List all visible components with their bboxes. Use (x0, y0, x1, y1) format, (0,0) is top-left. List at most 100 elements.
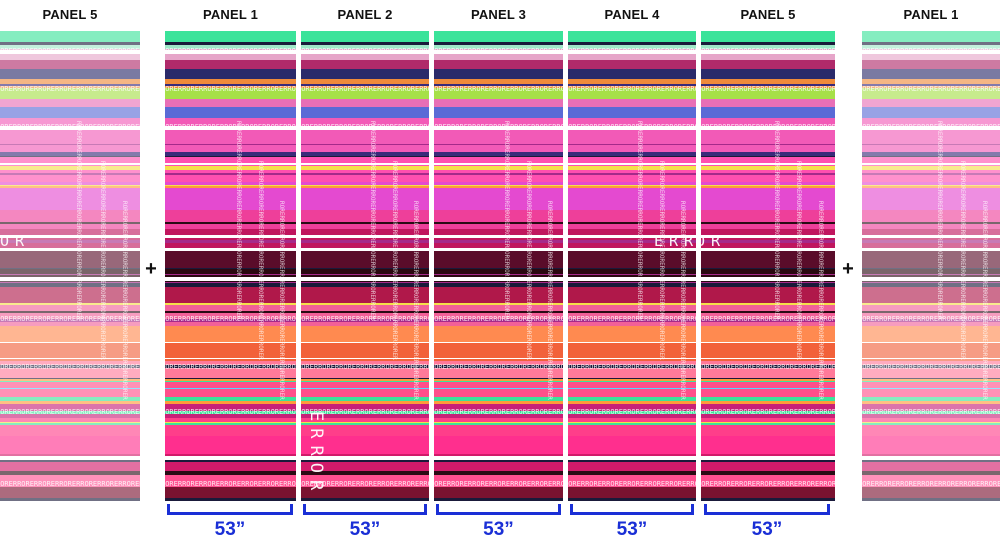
label-panel-1: PANEL 1 (202, 7, 259, 22)
width-label: 53” (483, 519, 514, 540)
width-label: 53” (616, 519, 648, 540)
error-text-row: RORERRORERRORERRORERRORERRORERRORERRORER… (434, 47, 563, 55)
error-text-row: RORERRORERRORERRORERRORERRORERRORERRORER… (0, 480, 140, 488)
error-text-column: RORERRORERRORERRORERRORERRORERRORERRORER… (795, 161, 802, 360)
stripe-pattern (701, 31, 835, 501)
error-text-column: RORERRORERRORERRORERRORERRORERRORERRORER… (817, 201, 824, 400)
error-text-row: RORERRORERRORERRORERRORERRORERRORERRORER… (301, 47, 429, 55)
error-text-row: RORERRORERRORERRORERRORERRORERRORERRORER… (568, 85, 696, 93)
panel-2: RORERRORERRORERRORERRORERRORERRORERRORER… (301, 31, 429, 501)
error-text-row: RORERRORERRORERRORERRORERRORERRORERRORER… (862, 408, 1000, 416)
error-text-column: RORERRORERRORERRORERRORERRORERRORERRORER… (636, 121, 643, 320)
stripe-pattern (434, 31, 563, 501)
error-text-column: RORERRORERRORERRORERRORERRORERRORERRORER… (503, 121, 510, 320)
label-panel-2: PANEL 2 (337, 7, 393, 22)
error-text-row: RORERRORERRORERRORERRORERRORERRORERRORER… (301, 408, 429, 416)
error-text-row: RORERRORERRORERRORERRORERRORERRORERRORER… (165, 408, 296, 416)
error-text-row: RORERRORERRORERRORERRORERRORERRORERRORER… (165, 363, 296, 371)
error-text-row: RORERRORERRORERRORERRORERRORERRORERRORER… (0, 315, 140, 323)
error-text-row: RORERRORERRORERRORERRORERRORERRORERRORER… (701, 363, 835, 371)
error-text-row: RORERRORERRORERRORERRORERRORERRORERRORER… (568, 363, 696, 371)
error-text-row: RORERRORERRORERRORERRORERRORERRORERRORER… (0, 363, 140, 371)
error-text-row: RORERRORERRORERRORERRORERRORERRORERRORER… (0, 408, 140, 416)
error-text-row: RORERRORERRORERRORERRORERRORERRORERRORER… (165, 85, 296, 93)
panel-4: RORERRORERRORERRORERRORERRORERRORERRORER… (568, 31, 696, 501)
stripe-pattern (862, 31, 1000, 501)
width-label: 53” (214, 519, 246, 540)
width-bracket (436, 504, 561, 515)
error-text-row: RORERRORERRORERRORERRORERRORERRORERRORER… (568, 480, 696, 488)
error-text-row: RORERRORERRORERRORERRORERRORERRORERRORER… (301, 363, 429, 371)
error-text-column: RORERRORERRORERRORERRORERRORERRORERRORER… (99, 161, 106, 360)
error-text-row: RORERRORERRORERRORERRORERRORERRORERRORER… (434, 315, 563, 323)
error-text-row: RORERRORERRORERRORERRORERRORERRORERRORER… (434, 480, 563, 488)
error-text-row: RORERRORERRORERRORERRORERRORERRORERRORER… (862, 123, 1000, 131)
error-text-column: RORERRORERRORERRORERRORERRORERRORERRORER… (773, 121, 780, 320)
label-panel-5: PANEL 5 (740, 7, 796, 22)
label-left-ghost: PANEL 5 (42, 7, 98, 22)
stripe-pattern (0, 31, 140, 501)
error-text-row: RORERRORERRORERRORERRORERRORERRORERRORER… (434, 123, 563, 131)
error-text-column: RORERRORERRORERRORERRORERRORERRORERRORER… (121, 201, 128, 400)
error-text-row: RORERRORERRORERRORERRORERRORERRORERRORER… (434, 408, 563, 416)
stripe-pattern (301, 31, 429, 501)
error-text-column: RORERRORERRORERRORERRORERRORERRORERRORER… (257, 161, 264, 360)
error-text-row: RORERRORERRORERRORERRORERRORERRORERRORER… (568, 408, 696, 416)
error-text-row: RORERRORERRORERRORERRORERRORERRORERRORER… (862, 47, 1000, 55)
error-text-row: RORERRORERRORERRORERRORERRORERRORERRORER… (301, 480, 429, 488)
label-right-ghost: PANEL 1 (903, 7, 959, 22)
error-overlay: RORERRORERRORERRORERRORERRORERRORERRORER… (568, 47, 696, 488)
error-overlay: RORERRORERRORERRORERRORERRORERRORERRORER… (165, 47, 296, 488)
error-text-row: RORERRORERRORERRORERRORERRORERRORERRORER… (0, 85, 140, 93)
error-text-column: RORERRORERRORERRORERRORERRORERRORERRORER… (959, 161, 966, 360)
error-text-column: RORERRORERRORERRORERRORERRORERRORERRORER… (391, 161, 398, 360)
error-text-row: RORERRORERRORERRORERRORERRORERRORERRORER… (301, 315, 429, 323)
error-text-row: RORERRORERRORERRORERRORERRORERRORERRORER… (568, 47, 696, 55)
label-panel-4: PANEL 4 (604, 7, 660, 22)
error-text-row: RORERRORERRORERRORERRORERRORERRORERRORER… (862, 85, 1000, 93)
error-text-row: RORERRORERRORERRORERRORERRORERRORERRORER… (568, 123, 696, 131)
error-word: ERROR (306, 411, 326, 497)
width-bracket (704, 504, 830, 515)
error-text-column: RORERRORERRORERRORERRORERRORERRORERRORER… (546, 201, 553, 400)
error-text-column: RORERRORERRORERRORERRORERRORERRORERRORER… (679, 201, 686, 400)
stripe-pattern (165, 31, 296, 501)
panel-3: RORERRORERRORERRORERRORERRORERRORERRORER… (434, 31, 563, 501)
label-panel-3: PANEL 3 (470, 7, 527, 22)
error-text-row: RORERRORERRORERRORERRORERRORERRORERRORER… (701, 480, 835, 488)
error-text-row: RORERRORERRORERRORERRORERRORERRORERRORER… (165, 480, 296, 488)
panel-5: RORERRORERRORERRORERRORERRORERRORERRORER… (701, 31, 835, 501)
error-overlay: RORERRORERRORERRORERRORERRORERRORERRORER… (301, 47, 429, 497)
error-overlay: RORERRORERRORERRORERRORERRORERRORERRORER… (862, 47, 1000, 488)
error-overlay: RORERRORERRORERRORERRORERRORERRORERRORER… (0, 47, 140, 488)
error-text-column: RORERRORERRORERRORERRORERRORERRORERRORER… (278, 201, 285, 400)
width-bracket (570, 504, 694, 515)
width-label: 53” (349, 519, 381, 540)
error-text-row: RORERRORERRORERRORERRORERRORERRORERRORER… (434, 363, 563, 371)
width-label: 53” (751, 519, 783, 540)
panel-1: RORERRORERRORERRORERRORERRORERRORERRORER… (165, 31, 296, 501)
error-text-row: RORERRORERRORERRORERRORERRORERRORERRORER… (301, 85, 429, 93)
error-overlay: RORERRORERRORERRORERRORERRORERRORERRORER… (701, 47, 835, 488)
panel-right-ghost: RORERRORERRORERRORERRORERRORERRORERRORER… (862, 31, 1000, 501)
error-text-row: RORERRORERRORERRORERRORERRORERRORERRORER… (165, 47, 296, 55)
error-text-row: RORERRORERRORERRORERRORERRORERRORERRORER… (862, 363, 1000, 371)
error-text-row: RORERRORERRORERRORERRORERRORERRORERRORER… (701, 123, 835, 131)
error-text-column: RORERRORERRORERRORERRORERRORERRORERRORER… (658, 161, 665, 360)
width-bracket (167, 504, 293, 515)
width-bracket (303, 504, 427, 515)
error-text-column: RORERRORERRORERRORERRORERRORERRORERRORER… (525, 161, 532, 360)
error-text-row: RORERRORERRORERRORERRORERRORERRORERRORER… (701, 315, 835, 323)
stripe-pattern (568, 31, 696, 501)
error-text-column: RORERRORERRORERRORERRORERRORERRORERRORER… (369, 121, 376, 320)
error-text-row: RORERRORERRORERRORERRORERRORERRORERRORER… (701, 85, 835, 93)
plus-sign-right: + (842, 258, 854, 280)
error-word: ERR (654, 232, 696, 250)
error-text-column: RORERRORERRORERRORERRORERRORERRORERRORER… (412, 201, 419, 400)
error-text-row: RORERRORERRORERRORERRORERRORERRORERRORER… (0, 47, 140, 55)
error-text-row: RORERRORERRORERRORERRORERRORERRORERRORER… (434, 85, 563, 93)
error-text-column: RORERRORERRORERRORERRORERRORERRORERRORER… (235, 121, 242, 320)
error-text-column: RORERRORERRORERRORERRORERRORERRORERRORER… (75, 121, 82, 320)
error-text-row: RORERRORERRORERRORERRORERRORERRORERRORER… (301, 123, 429, 131)
error-text-row: RORERRORERRORERRORERRORERRORERRORERRORER… (862, 315, 1000, 323)
